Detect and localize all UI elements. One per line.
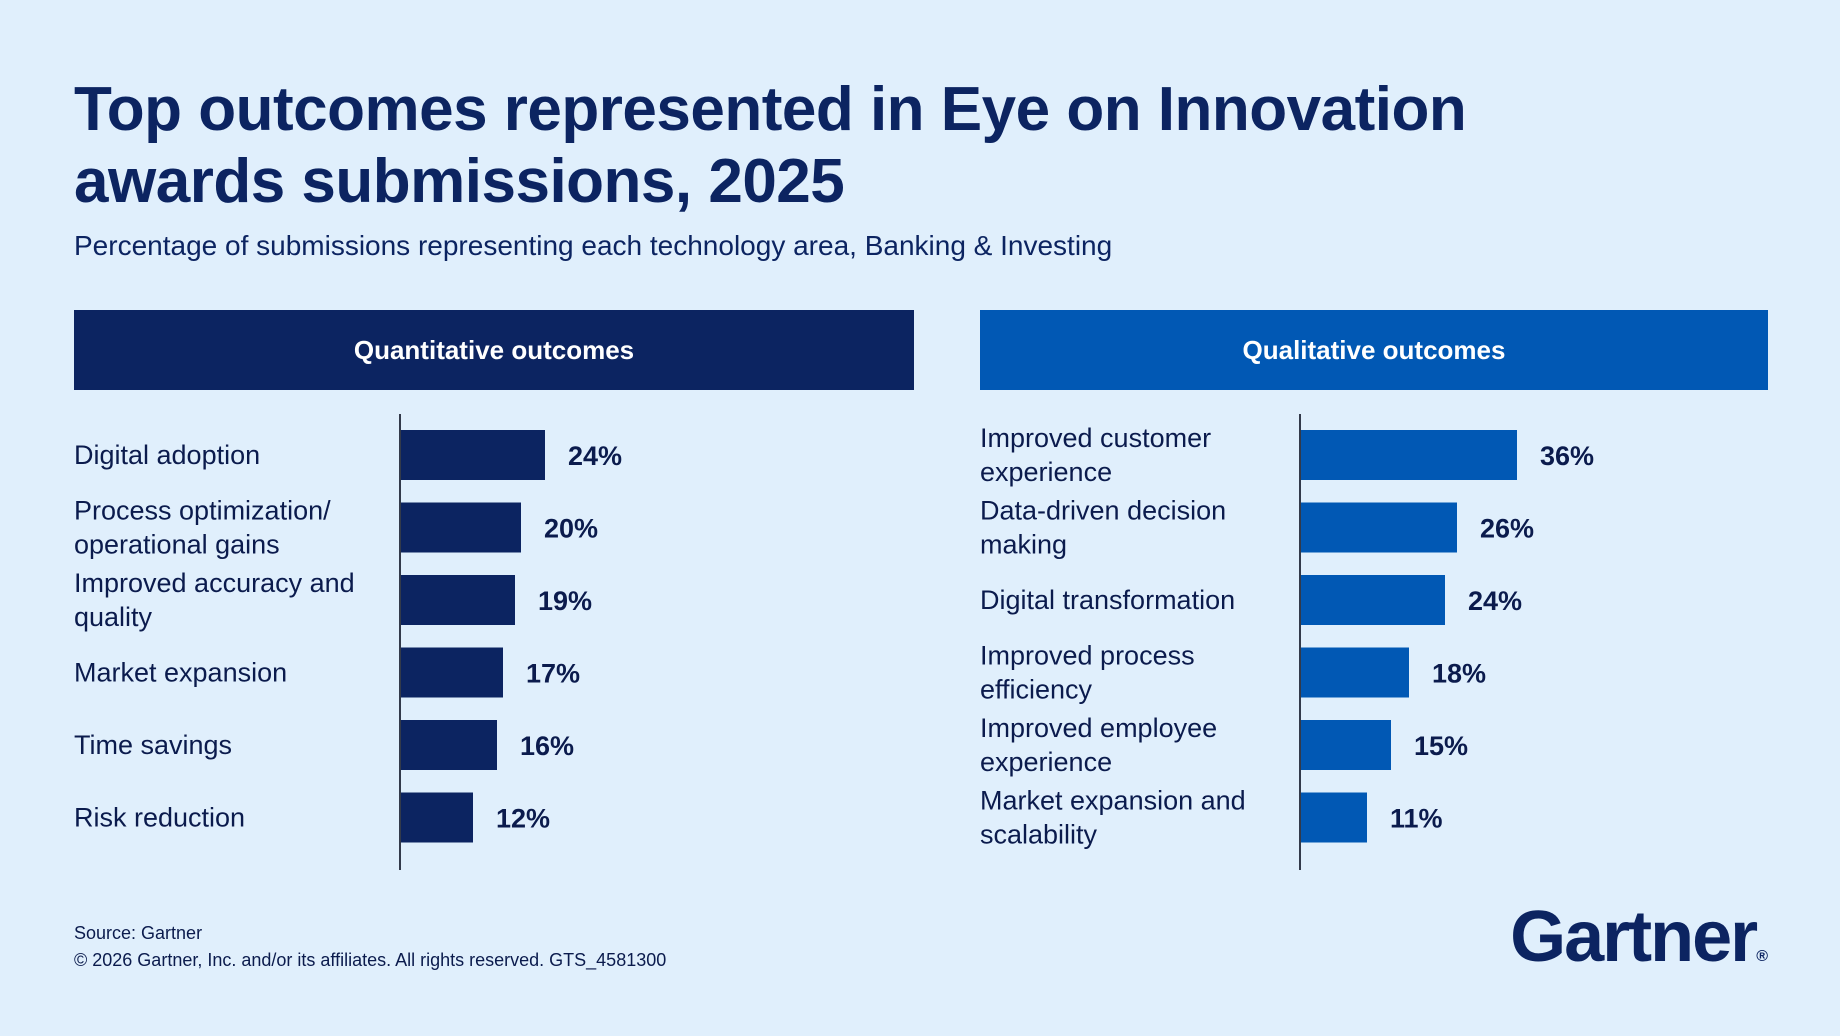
value-label: 24% xyxy=(1468,586,1522,616)
quantitative-bar-chart: Digital adoption 24% Process optimization/… xyxy=(74,414,622,870)
bar xyxy=(401,792,473,843)
bar xyxy=(1301,720,1391,770)
value-label: 18% xyxy=(1432,659,1486,689)
value-label: 12% xyxy=(496,804,550,834)
footer: Source: Gartner © 2026 Gartner, Inc. and… xyxy=(74,920,666,974)
value-label: 17% xyxy=(526,659,580,689)
value-label: 11% xyxy=(1390,804,1443,834)
category-label-line: Digital adoption xyxy=(74,440,260,470)
category-label-line: Improved employee xyxy=(980,713,1217,743)
quantitative-header: Quantitative outcomes xyxy=(74,310,914,390)
category-label-line: Digital transformation xyxy=(980,585,1235,615)
category-label-line: efficiency xyxy=(980,675,1093,705)
bar xyxy=(1301,647,1409,698)
bar xyxy=(401,430,545,480)
category-label-line: Data-driven decision xyxy=(980,496,1226,526)
category-label-line: experience xyxy=(980,747,1112,777)
category-label: Improved process efficiency xyxy=(980,641,1195,705)
category-label: Improved employee experience xyxy=(980,713,1217,777)
category-label-line: operational gains xyxy=(74,530,280,560)
category-label-line: scalability xyxy=(980,820,1098,850)
category-label-line: Risk reduction xyxy=(74,803,245,833)
logo-registered-mark: ® xyxy=(1756,948,1768,965)
category-label: Process optimization/operational gains xyxy=(74,496,331,560)
category-label: Market expansion xyxy=(74,658,287,688)
category-label: Digital transformation xyxy=(980,585,1235,615)
bar xyxy=(401,575,515,625)
category-label-line: quality xyxy=(74,602,153,632)
category-label: Improved accuracy and quality xyxy=(74,568,355,632)
value-label: 15% xyxy=(1414,731,1468,761)
logo-text: Gartner xyxy=(1510,897,1758,977)
quantitative-panel: Quantitative outcomes Digital adoption 24… xyxy=(74,310,914,870)
category-label-line: Market expansion xyxy=(74,658,287,688)
qualitative-header: Qualitative outcomes xyxy=(980,310,1768,390)
qualitative-panel: Qualitative outcomes Improved customer ex… xyxy=(980,310,1768,870)
bar xyxy=(1301,575,1445,625)
bar xyxy=(401,720,497,770)
category-label: Digital adoption xyxy=(74,440,260,470)
source-text: Source: Gartner xyxy=(74,923,203,943)
category-label: Risk reduction xyxy=(74,803,245,833)
bar xyxy=(1301,430,1517,480)
chart-subtitle: Percentage of submissions representing e… xyxy=(74,230,1113,261)
bar xyxy=(1301,502,1457,553)
category-label-line: Improved accuracy and xyxy=(74,568,355,598)
category-label-line: Improved customer xyxy=(980,423,1211,453)
value-label: 19% xyxy=(538,586,592,616)
value-label: 20% xyxy=(544,514,598,544)
category-label-line: experience xyxy=(980,457,1112,487)
category-label: Market expansion and scalability xyxy=(980,786,1246,850)
bar xyxy=(401,647,503,698)
category-label-line: Improved process xyxy=(980,641,1195,671)
qualitative-bar-chart: Improved customer experience 36% Data-drive… xyxy=(980,414,1594,870)
category-label-line: Time savings xyxy=(74,730,232,760)
value-label: 26% xyxy=(1480,514,1534,544)
bar xyxy=(401,502,521,553)
chart-title: Top outcomes represented in Eye on Innov… xyxy=(74,75,1467,216)
value-label: 24% xyxy=(568,441,622,471)
value-label: 36% xyxy=(1540,441,1594,471)
bar xyxy=(1301,792,1367,843)
category-label: Improved customer experience xyxy=(980,423,1211,487)
category-label-line: making xyxy=(980,530,1067,560)
category-label-line: Process optimization/ xyxy=(74,496,331,526)
copyright-text: © 2026 Gartner, Inc. and/or its affiliat… xyxy=(74,950,667,970)
gartner-logo: Gartner® xyxy=(1510,896,1768,978)
value-label: 16% xyxy=(520,731,574,761)
category-label: Data-driven decision making xyxy=(980,496,1226,560)
category-label: Time savings xyxy=(74,730,232,760)
category-label-line: Market expansion and xyxy=(980,786,1246,816)
